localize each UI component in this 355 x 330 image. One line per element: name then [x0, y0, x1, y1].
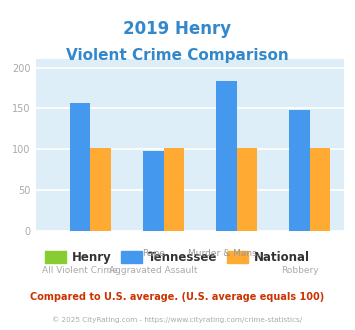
Text: All Violent Crime: All Violent Crime [42, 266, 118, 275]
Bar [143, 151, 164, 231]
Bar [164, 148, 184, 231]
Bar [216, 82, 237, 231]
Text: 2019 Henry: 2019 Henry [124, 20, 231, 38]
Bar [70, 103, 91, 231]
Bar [91, 148, 111, 231]
Legend: Henry, Tennessee, National: Henry, Tennessee, National [40, 246, 315, 269]
Bar [310, 148, 330, 231]
Bar [237, 148, 257, 231]
Text: Robbery: Robbery [281, 266, 318, 275]
Text: Compared to U.S. average. (U.S. average equals 100): Compared to U.S. average. (U.S. average … [31, 292, 324, 302]
Text: Rape: Rape [142, 249, 165, 258]
Bar [289, 110, 310, 231]
Text: Murder & Mans...: Murder & Mans... [188, 249, 265, 258]
Text: Aggravated Assault: Aggravated Assault [109, 266, 198, 275]
Text: Violent Crime Comparison: Violent Crime Comparison [66, 48, 289, 63]
Text: © 2025 CityRating.com - https://www.cityrating.com/crime-statistics/: © 2025 CityRating.com - https://www.city… [53, 317, 302, 323]
